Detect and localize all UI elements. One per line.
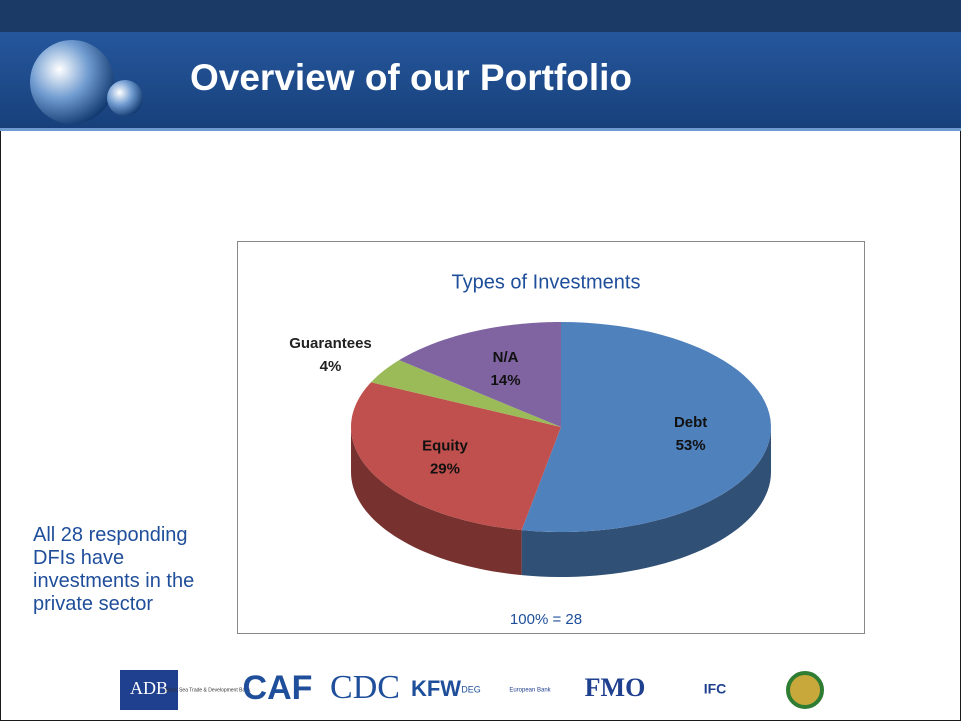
side-note-line: All 28 responding	[33, 524, 188, 546]
pie-sides	[351, 427, 771, 577]
slide-title: Overview of our Portfolio	[190, 57, 632, 98]
side-note-line: investments in the	[33, 570, 195, 592]
pie-slice	[399, 322, 561, 427]
logo-text: Black Sea Trade & Development Bank	[165, 687, 251, 693]
pie-slice	[351, 382, 561, 531]
logo-text: CDC	[330, 669, 400, 706]
pie-slice	[521, 322, 771, 532]
label-value: 29%	[430, 461, 460, 478]
logo-box	[120, 670, 178, 710]
label-category: Equity	[422, 438, 468, 455]
logo-text: DEG	[461, 684, 481, 694]
pie-tops	[351, 322, 771, 532]
side-note-line: private sector	[33, 593, 154, 615]
logo-text: FMO	[585, 673, 646, 702]
globe-icon	[30, 40, 114, 124]
label-category: N/A	[493, 349, 519, 366]
pie-slice	[370, 360, 561, 427]
label-value: 14%	[491, 372, 521, 389]
header-top	[0, 0, 961, 32]
label-value: 4%	[320, 358, 342, 375]
data-label: Guarantees 4%	[289, 335, 372, 375]
label-category: Debt	[674, 414, 707, 431]
data-label: Debt 53%	[674, 414, 707, 454]
logo-text: CAF	[243, 669, 313, 707]
globe-icon-small	[107, 80, 143, 116]
logo-text: IFC	[704, 681, 727, 697]
logo-emblem	[786, 671, 824, 709]
data-label: N/A 14%	[491, 349, 521, 389]
logo-text: ADB	[130, 678, 168, 698]
label-category: Guarantees	[289, 335, 372, 352]
header-rule	[0, 128, 961, 131]
side-note-line: DFIs have	[33, 547, 125, 569]
slice-side	[351, 427, 522, 576]
logo-text: KFW	[411, 676, 461, 701]
data-label: Equity 29%	[422, 438, 468, 478]
chart-annotation: 100% = 28	[510, 611, 582, 628]
chart-title: Types of Investments	[452, 271, 641, 293]
side-note: All 28 responding DFIs have investments in…	[33, 524, 233, 616]
logo-text: European Bank	[509, 688, 551, 694]
slice-side	[521, 427, 771, 577]
label-value: 53%	[676, 437, 706, 454]
